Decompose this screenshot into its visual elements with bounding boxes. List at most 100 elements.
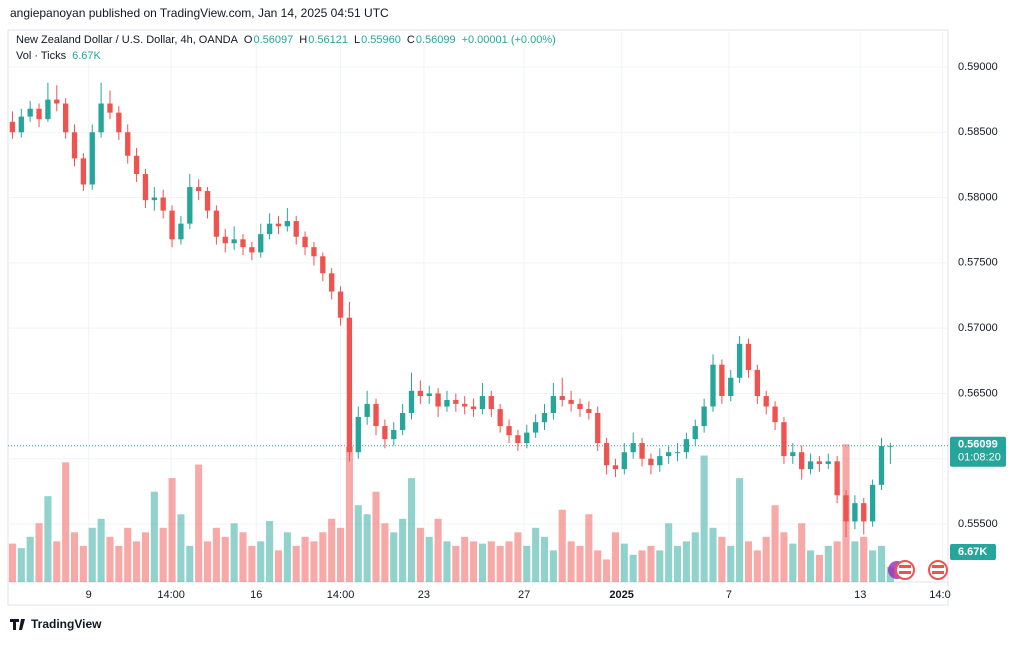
volume-bar bbox=[567, 541, 575, 582]
candle-body bbox=[532, 422, 539, 433]
candle-body bbox=[116, 112, 122, 133]
volume-bar bbox=[416, 527, 424, 582]
volume-bar bbox=[434, 518, 442, 582]
volume-bar bbox=[638, 550, 646, 582]
candle-body bbox=[869, 484, 876, 522]
volume-bar bbox=[461, 536, 469, 582]
candle-body bbox=[586, 409, 592, 414]
volume-bar bbox=[399, 518, 407, 582]
volume-bar bbox=[230, 523, 238, 582]
ohlc-legend: O 0.56097 H 0.56121 L 0.55960 C 0.56099 +0.00001… bbox=[244, 34, 556, 46]
volume-bar bbox=[620, 543, 628, 582]
volume-bar bbox=[851, 541, 859, 582]
volume-bar bbox=[718, 536, 726, 582]
candle-body bbox=[258, 234, 264, 253]
volume-bar bbox=[523, 545, 531, 582]
candle-body bbox=[488, 396, 494, 410]
candle-body bbox=[169, 210, 175, 240]
candle-body bbox=[196, 187, 202, 192]
candle-body bbox=[435, 393, 441, 407]
candle-body bbox=[240, 239, 246, 248]
candle-body bbox=[80, 158, 87, 185]
candle-body bbox=[125, 132, 131, 156]
candle-body bbox=[71, 132, 78, 159]
candle-body bbox=[160, 197, 166, 211]
countdown: 01:08:20 bbox=[958, 452, 1001, 464]
candle-body bbox=[18, 116, 24, 133]
candle-body bbox=[293, 221, 299, 237]
candle-body bbox=[311, 247, 317, 257]
volume-bar bbox=[594, 550, 602, 582]
candle-body bbox=[639, 443, 645, 459]
volume-bar bbox=[425, 536, 433, 582]
candle-body bbox=[595, 413, 601, 444]
volume-bar bbox=[629, 554, 637, 582]
candle-body bbox=[692, 426, 698, 440]
attribution: angiepanoyan published on TradingView.co… bbox=[10, 6, 389, 20]
volume-bar bbox=[124, 527, 132, 582]
volume-bar bbox=[106, 536, 114, 582]
volume-bars bbox=[8, 444, 894, 582]
candle-body bbox=[275, 223, 282, 227]
ohlc-label: L bbox=[354, 34, 360, 46]
candle-body bbox=[391, 429, 397, 440]
candle-body bbox=[648, 458, 654, 466]
volume-bar bbox=[239, 532, 247, 582]
volume-bar bbox=[203, 541, 212, 582]
volume-bar bbox=[798, 523, 806, 582]
volume-bar bbox=[195, 464, 203, 582]
volume-bar bbox=[17, 548, 25, 582]
candle-body bbox=[329, 273, 335, 292]
volume-bar bbox=[274, 550, 283, 582]
event-icon bbox=[895, 560, 915, 580]
ohlc-value: 0.56121 bbox=[308, 34, 348, 46]
volume-bar bbox=[585, 514, 593, 582]
volume-bar bbox=[496, 545, 504, 582]
candle-body bbox=[834, 461, 840, 496]
volume-bar bbox=[505, 541, 513, 582]
volume-bar bbox=[807, 550, 815, 582]
ohlc-value: 0.55960 bbox=[361, 34, 401, 46]
candle-body bbox=[408, 390, 415, 414]
candle-body bbox=[462, 403, 468, 407]
footer: TradingView bbox=[10, 617, 102, 631]
volume-bar bbox=[860, 536, 868, 582]
volume-bar bbox=[744, 541, 753, 582]
volume-bar bbox=[186, 545, 194, 582]
volume-bar bbox=[221, 536, 229, 582]
candle-body bbox=[213, 210, 220, 237]
volume-bar bbox=[682, 541, 690, 582]
candle-body bbox=[89, 132, 95, 185]
volume-bar bbox=[549, 550, 557, 582]
ohlc-value: 0.56099 bbox=[416, 34, 456, 46]
candle-body bbox=[612, 465, 619, 470]
candle-body bbox=[107, 103, 113, 113]
volume-bar bbox=[709, 527, 717, 582]
volume-bar bbox=[869, 550, 877, 582]
candle-body bbox=[763, 396, 769, 407]
candle-body bbox=[630, 443, 636, 453]
candle-body bbox=[62, 103, 69, 133]
candle-body bbox=[222, 236, 228, 244]
candle-body bbox=[852, 503, 858, 522]
volume-bar bbox=[780, 532, 788, 582]
x-tick-label: 14:00 bbox=[327, 589, 355, 601]
candle-body bbox=[754, 369, 760, 397]
candle-body bbox=[825, 461, 831, 464]
x-tick-label: 14:00 bbox=[157, 589, 185, 601]
candle-body bbox=[187, 187, 193, 224]
candle-body bbox=[807, 461, 814, 470]
candle-body bbox=[701, 406, 707, 427]
candle-body bbox=[320, 256, 326, 274]
volume-bar bbox=[363, 514, 371, 582]
volume-bar bbox=[345, 446, 353, 582]
volume-bar bbox=[301, 536, 309, 582]
volume-bar bbox=[487, 541, 495, 582]
candle-body bbox=[497, 409, 503, 427]
event-icon bbox=[928, 560, 948, 580]
volume-bar bbox=[35, 523, 43, 582]
volume-bar bbox=[133, 541, 141, 582]
candle-body bbox=[133, 155, 140, 175]
flag-stripe bbox=[932, 565, 944, 568]
volume-bar bbox=[283, 532, 291, 582]
